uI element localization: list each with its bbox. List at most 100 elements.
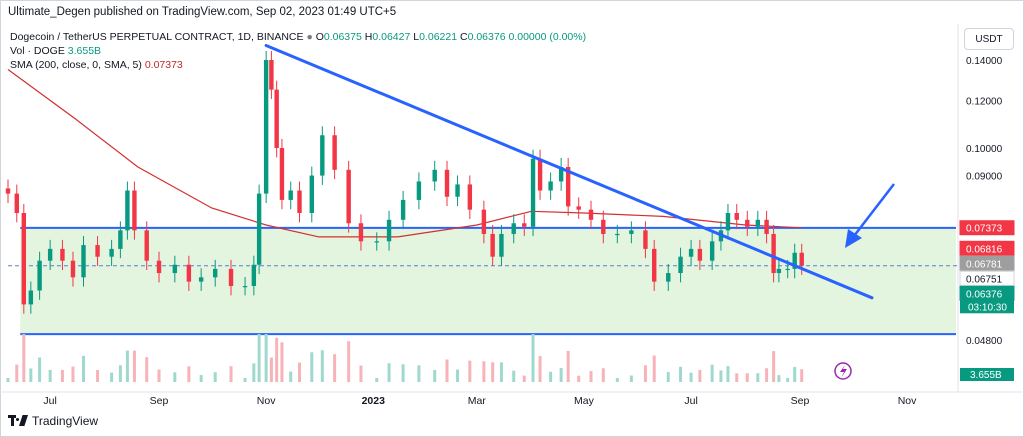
x-tick-label: Sep xyxy=(791,395,810,407)
volume-bar xyxy=(118,365,122,382)
candle-body xyxy=(274,89,279,149)
volume-bar xyxy=(433,369,437,382)
candle xyxy=(21,204,27,314)
symbol-legend-row[interactable]: Dogecoin / TetherUS PERPETUAL CONTRACT, … xyxy=(10,30,586,44)
x-tick-label: May xyxy=(574,395,595,407)
candle-body xyxy=(242,286,248,288)
candle xyxy=(481,200,487,244)
candle xyxy=(771,224,776,283)
x-tick-label: Jul xyxy=(43,395,56,407)
candle-body xyxy=(213,268,218,278)
countdown-badge xyxy=(960,300,1014,314)
candle xyxy=(297,181,302,223)
candle xyxy=(279,139,285,210)
candle xyxy=(358,214,364,251)
candle xyxy=(256,184,262,275)
candle xyxy=(172,255,178,283)
countdown-text: 03:10:30 xyxy=(968,302,1007,313)
candle xyxy=(81,236,86,287)
candle xyxy=(688,239,694,267)
publisher-caption: Ultimate_Degen published on TradingView.… xyxy=(8,6,397,18)
candle xyxy=(374,232,379,251)
candle xyxy=(764,210,769,244)
volume-bar xyxy=(777,375,781,382)
price-label-text: 0.06751 xyxy=(966,274,1003,285)
ohlc-o-value: 0.06375 xyxy=(323,31,362,43)
tradingview-brand[interactable]: TradingView xyxy=(8,414,98,428)
ohlc-c-key: C xyxy=(459,31,468,43)
x-tick-label: Nov xyxy=(898,395,917,407)
candle xyxy=(530,149,536,237)
candle xyxy=(228,259,234,296)
volume-bar xyxy=(145,357,149,382)
candle-body xyxy=(400,199,406,220)
volume-bar xyxy=(491,362,495,382)
volume-bar xyxy=(275,337,279,382)
candle-body xyxy=(118,230,123,249)
volume-bar xyxy=(243,378,247,382)
candle-body xyxy=(198,277,204,282)
volume-bar xyxy=(772,351,776,382)
candle xyxy=(60,239,65,271)
volume-legend-row[interactable]: Vol · DOGE 3.655B xyxy=(10,44,586,58)
volume-bar xyxy=(445,359,449,382)
candle xyxy=(629,221,634,244)
candle-body xyxy=(47,248,53,261)
candle xyxy=(490,224,495,267)
candle xyxy=(416,172,422,210)
volume-bar xyxy=(15,364,19,382)
volume-bar xyxy=(157,369,161,382)
candle xyxy=(288,181,293,210)
candle-body xyxy=(186,264,192,282)
tradingview-wordmark: TradingView xyxy=(32,414,99,428)
sma-legend-row[interactable]: SMA (200, close, 0, SMA, 5) 0.07373 xyxy=(10,58,586,72)
candle-body xyxy=(785,268,790,271)
candle-body xyxy=(678,256,683,274)
volume-bar xyxy=(549,371,553,382)
event-marker-icon[interactable] xyxy=(834,362,852,380)
ohlc-l-key: L xyxy=(413,31,420,43)
candle xyxy=(386,210,392,251)
volume-bar xyxy=(38,357,42,382)
volume-bar xyxy=(320,350,324,382)
candle-body xyxy=(14,193,19,214)
candle xyxy=(734,204,739,230)
range-zone-fill xyxy=(20,227,956,335)
candle-body xyxy=(548,181,553,191)
volume-bar xyxy=(793,366,797,382)
volume-bar xyxy=(269,357,273,382)
candle-body xyxy=(309,175,314,214)
price-label-badge xyxy=(959,270,1015,286)
candle-body xyxy=(5,188,11,194)
volume-bar xyxy=(289,371,293,382)
candle-body xyxy=(444,169,450,197)
volume-bar xyxy=(264,334,268,382)
candle xyxy=(709,232,715,271)
candle xyxy=(601,210,606,244)
candle xyxy=(118,221,123,259)
currency-button[interactable]: USDT xyxy=(964,28,1014,50)
candle-body xyxy=(467,184,473,210)
price-label-badge xyxy=(959,240,1015,256)
candle xyxy=(558,157,564,191)
volume-bar xyxy=(125,350,129,382)
volume-bar xyxy=(29,368,33,382)
volume-bar xyxy=(60,369,64,382)
volume-bar xyxy=(756,373,760,382)
candle-body xyxy=(346,169,351,224)
candle-body xyxy=(558,166,564,182)
volume-bar xyxy=(698,369,702,382)
candle-body xyxy=(709,241,715,261)
candle xyxy=(320,126,325,185)
volume-bar xyxy=(499,362,503,382)
x-tick-label: Mar xyxy=(468,395,487,407)
ohlc-c-value: 0.06376 xyxy=(467,31,506,43)
candle xyxy=(467,175,473,219)
volume-bar xyxy=(566,350,570,382)
annotation-arrow-head xyxy=(845,229,862,248)
ohlc-h-value: 0.06427 xyxy=(372,31,411,43)
candle-body xyxy=(481,209,487,234)
volume-bar xyxy=(689,372,693,382)
candle-body xyxy=(490,233,495,257)
